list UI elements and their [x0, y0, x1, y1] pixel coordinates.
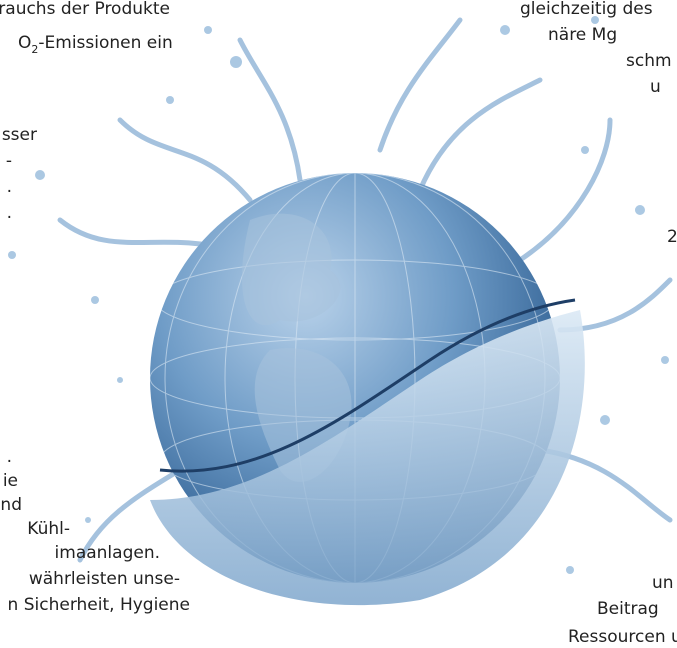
emission-rest: -Emissionen ein — [38, 33, 172, 53]
left-text-line: . — [7, 447, 12, 467]
right-text-line: gleichzeitig des — [520, 0, 653, 19]
left-text-line: verbrauchs der Produkte — [0, 0, 170, 19]
right-text-line: un — [652, 573, 674, 593]
wave — [150, 310, 585, 606]
right-text-line: 2 — [667, 227, 677, 247]
left-text-line: n Sicherheit, Hygiene — [8, 595, 190, 615]
wave-edge — [159, 298, 576, 473]
left-text-line: ie — [3, 471, 18, 491]
right-text-line: u — [650, 77, 661, 97]
emission-prefix: O — [18, 33, 31, 53]
left-text-line: - — [6, 151, 12, 171]
right-text-line: schm — [626, 51, 672, 71]
left-text-line: imaanlagen. — [55, 543, 160, 563]
right-text-line: Beitrag — [597, 599, 659, 619]
left-text-line: Kühl- — [27, 519, 70, 539]
right-text-line: Ressourcen u — [568, 627, 677, 647]
droplets — [8, 16, 669, 574]
left-text-line: sser — [2, 125, 37, 145]
left-text-line: . — [7, 177, 12, 197]
left-text-line: währleisten unse- — [29, 569, 180, 589]
emission-line: O2-Emissionen ein — [18, 33, 173, 56]
right-text-line: näre Mg — [548, 25, 617, 45]
left-text-line: nd — [0, 495, 22, 515]
emission-sub: 2 — [31, 43, 38, 56]
left-text-line: . — [7, 203, 12, 223]
